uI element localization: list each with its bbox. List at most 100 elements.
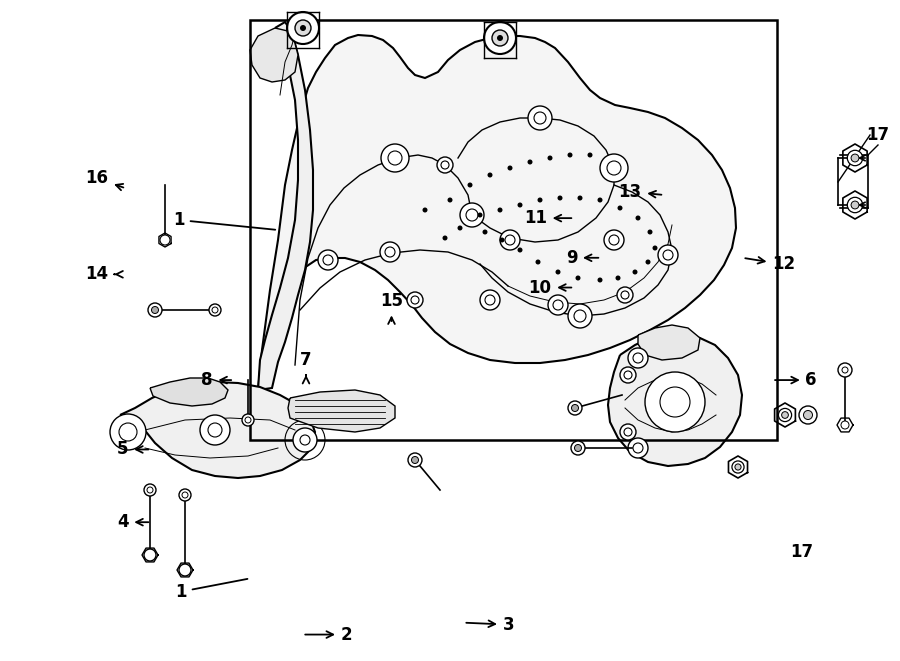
Circle shape xyxy=(498,208,502,212)
Circle shape xyxy=(407,292,423,308)
Circle shape xyxy=(628,438,648,458)
Circle shape xyxy=(568,153,572,157)
Circle shape xyxy=(518,247,523,253)
Circle shape xyxy=(482,229,488,235)
Circle shape xyxy=(443,235,447,241)
Circle shape xyxy=(778,408,792,422)
Circle shape xyxy=(620,367,636,383)
Text: 15: 15 xyxy=(380,292,403,324)
Circle shape xyxy=(588,153,592,157)
Circle shape xyxy=(527,159,533,165)
Circle shape xyxy=(804,410,813,420)
Circle shape xyxy=(847,197,863,213)
Text: 13: 13 xyxy=(618,182,662,201)
Circle shape xyxy=(572,405,579,412)
Circle shape xyxy=(295,20,311,36)
Circle shape xyxy=(508,165,512,171)
Circle shape xyxy=(578,196,582,200)
Circle shape xyxy=(838,363,852,377)
Circle shape xyxy=(528,106,552,130)
Circle shape xyxy=(179,489,191,501)
Circle shape xyxy=(200,415,230,445)
Circle shape xyxy=(735,464,741,470)
Circle shape xyxy=(574,444,581,451)
Circle shape xyxy=(633,270,637,274)
Circle shape xyxy=(600,154,628,182)
PathPatch shape xyxy=(258,22,313,390)
Circle shape xyxy=(548,295,568,315)
Circle shape xyxy=(518,202,523,208)
Circle shape xyxy=(144,549,156,561)
Circle shape xyxy=(480,290,500,310)
Circle shape xyxy=(437,157,453,173)
Circle shape xyxy=(851,201,859,209)
Text: 17: 17 xyxy=(867,126,889,144)
Circle shape xyxy=(380,242,400,262)
Circle shape xyxy=(497,35,503,41)
Bar xyxy=(250,20,777,440)
Circle shape xyxy=(598,198,602,202)
Circle shape xyxy=(555,270,561,274)
Circle shape xyxy=(500,230,520,250)
Circle shape xyxy=(617,206,623,210)
Text: 16: 16 xyxy=(86,169,123,190)
Circle shape xyxy=(841,421,849,429)
Circle shape xyxy=(300,25,306,31)
Circle shape xyxy=(781,412,788,418)
Text: 8: 8 xyxy=(202,371,231,389)
Text: 2: 2 xyxy=(305,625,352,644)
Circle shape xyxy=(293,428,317,452)
Text: 9: 9 xyxy=(566,249,598,267)
Circle shape xyxy=(620,424,636,440)
Circle shape xyxy=(732,461,744,473)
Circle shape xyxy=(628,348,648,368)
Circle shape xyxy=(151,307,158,313)
Circle shape xyxy=(478,212,482,217)
Text: 10: 10 xyxy=(528,278,572,297)
Circle shape xyxy=(160,235,170,245)
Circle shape xyxy=(447,198,453,202)
Circle shape xyxy=(209,304,221,316)
Circle shape xyxy=(488,173,492,178)
Circle shape xyxy=(500,237,505,243)
Text: 1: 1 xyxy=(174,211,275,230)
Circle shape xyxy=(847,150,863,166)
Text: 1: 1 xyxy=(176,579,248,601)
Circle shape xyxy=(842,367,848,373)
Text: 5: 5 xyxy=(117,440,148,459)
Text: 17: 17 xyxy=(790,543,814,561)
Circle shape xyxy=(568,304,592,328)
PathPatch shape xyxy=(150,378,228,406)
Circle shape xyxy=(144,484,156,496)
Circle shape xyxy=(318,250,338,270)
Circle shape xyxy=(148,303,162,317)
Circle shape xyxy=(460,203,484,227)
Circle shape xyxy=(537,198,543,202)
Circle shape xyxy=(492,30,508,46)
Circle shape xyxy=(547,155,553,161)
PathPatch shape xyxy=(638,325,700,360)
Circle shape xyxy=(411,457,418,463)
PathPatch shape xyxy=(258,35,736,390)
Circle shape xyxy=(658,245,678,265)
Circle shape xyxy=(467,182,472,188)
Circle shape xyxy=(242,414,254,426)
Circle shape xyxy=(799,406,817,424)
Circle shape xyxy=(598,278,602,282)
Circle shape xyxy=(287,12,319,44)
Circle shape xyxy=(457,225,463,231)
Circle shape xyxy=(851,154,859,162)
Text: 6: 6 xyxy=(775,371,817,389)
Circle shape xyxy=(635,215,641,221)
Text: 11: 11 xyxy=(524,209,572,227)
Circle shape xyxy=(557,196,562,200)
Circle shape xyxy=(571,441,585,455)
Circle shape xyxy=(408,453,422,467)
Circle shape xyxy=(617,287,633,303)
Circle shape xyxy=(645,260,651,264)
Circle shape xyxy=(422,208,427,212)
Circle shape xyxy=(568,401,582,415)
Circle shape xyxy=(536,260,541,264)
Circle shape xyxy=(645,372,705,432)
PathPatch shape xyxy=(608,335,742,466)
